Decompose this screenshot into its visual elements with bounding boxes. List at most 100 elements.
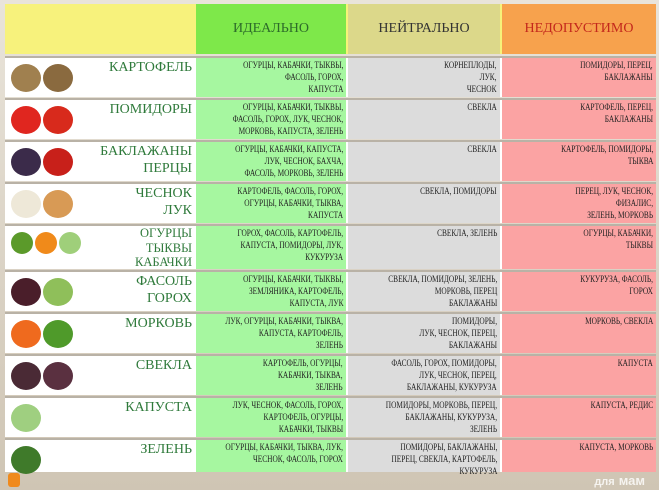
ideal-cell: ЛУК, ОГУРЦЫ, КАБАЧКИ, ТЫКВА, КАПУСТА, КА…: [196, 314, 346, 353]
forbidden-cell: КАПУСТА: [502, 356, 656, 395]
neutral-cell: СВЕКЛА, ЗЕЛЕНЬ: [348, 226, 500, 269]
neutral-text: СВЕКЛА, ЗЕЛЕНЬ: [436, 228, 497, 238]
neutral-cell: КОРНЕПЛОДЫ, ЛУК, ЧЕСНОК: [348, 58, 500, 97]
forbidden-cell: КАРТОФЕЛЬ, ПОМИДОРЫ, ТЫКВА: [502, 142, 656, 181]
vegetable-cell: ОГУРЦЫ ТЫКВЫ КАБАЧКИ: [5, 226, 196, 269]
vegetable-shape: [59, 232, 81, 254]
forbidden-cell: ПЕРЕЦ, ЛУК, ЧЕСНОК, ФИЗАЛИС, ЗЕЛЕНЬ, МОР…: [502, 184, 656, 223]
forbidden-text: МОРКОВЬ, СВЕКЛА: [584, 316, 653, 326]
neutral-text: СВЕКЛА: [467, 102, 498, 112]
forbidden-text: КАРТОФЕЛЬ, ПОМИДОРЫ, ТЫКВА: [560, 144, 653, 166]
forbidden-text: КАРТОФЕЛЬ, ПЕРЕЦ, БАКЛАЖАНЫ: [580, 102, 653, 124]
vegetable-name: КАПУСТА: [125, 400, 192, 415]
ideal-cell: ЛУК, ЧЕСНОК, ФАСОЛЬ, ГОРОХ, КАРТОФЕЛЬ, О…: [196, 398, 346, 437]
vegetable-image: [11, 148, 73, 176]
forbidden-text: ПОМИДОРЫ, ПЕРЕЦ, БАКЛАЖАНЫ: [580, 60, 653, 82]
header-forbidden: НЕДОПУСТИМО: [502, 4, 656, 54]
vegetable-cell: СВЕКЛА: [5, 356, 196, 395]
vegetable-shape: [43, 148, 73, 176]
neutral-text: КОРНЕПЛОДЫ, ЛУК, ЧЕСНОК: [444, 60, 497, 94]
vegetable-cell: ЧЕСНОК ЛУК: [5, 184, 196, 223]
vegetable-cell: КАРТОФЕЛЬ: [5, 58, 196, 97]
neutral-text: ПОМИДОРЫ, ЛУК, ЧЕСНОК, ПЕРЕЦ, БАКЛАЖАНЫ: [419, 316, 497, 350]
ideal-text: ОГУРЦЫ, КАБАЧКИ, ТЫКВЫ, ФАСОЛЬ, ГОРОХ, К…: [242, 60, 343, 94]
ideal-text: КАРТОФЕЛЬ, ФАСОЛЬ, ГОРОХ, ОГУРЦЫ, КАБАЧК…: [237, 186, 343, 220]
neutral-text: СВЕКЛА, ПОМИДОРЫ, ЗЕЛЕНЬ, МОРКОВЬ, ПЕРЕЦ…: [387, 274, 497, 308]
neutral-cell: СВЕКЛА, ПОМИДОРЫ: [348, 184, 500, 223]
table-row: ОГУРЦЫ ТЫКВЫ КАБАЧКИ ГОРОХ, ФАСОЛЬ, КАРТ…: [5, 224, 656, 269]
vegetable-shape: [43, 278, 73, 306]
compatibility-table: ИДЕАЛЬНО НЕЙТРАЛЬНО НЕДОПУСТИМО КАРТОФЕЛ…: [5, 4, 656, 476]
forbidden-cell: КАПУСТА, РЕДИС: [502, 398, 656, 437]
forbidden-cell: КАПУСТА, МОРКОВЬ: [502, 440, 656, 472]
forbidden-cell: КУКУРУЗА, ФАСОЛЬ, ГОРОХ: [502, 272, 656, 311]
vegetable-name: ЧЕСНОК ЛУК: [135, 186, 192, 218]
ideal-text: ГОРОХ, ФАСОЛЬ, КАРТОФЕЛЬ, КАПУСТА, ПОМИД…: [237, 228, 343, 262]
vegetable-name: МОРКОВЬ: [125, 316, 192, 331]
ideal-text: ОГУРЦЫ, КАБАЧКИ, ТЫКВА, ЛУК, ЧЕСНОК, ФАС…: [225, 442, 343, 464]
forbidden-text: КУКУРУЗА, ФАСОЛЬ, ГОРОХ: [580, 274, 653, 296]
vegetable-shape: [43, 362, 73, 390]
vegetable-shape: [11, 446, 41, 474]
vegetable-shape: [11, 320, 41, 348]
ideal-cell: ГОРОХ, ФАСОЛЬ, КАРТОФЕЛЬ, КАПУСТА, ПОМИД…: [196, 226, 346, 269]
vegetable-image: [11, 362, 73, 390]
neutral-text: ПОМИДОРЫ, БАКЛАЖАНЫ, ПЕРЕЦ, СВЕКЛА, КАРТ…: [391, 442, 497, 476]
table-row: КАРТОФЕЛЬ ОГУРЦЫ, КАБАЧКИ, ТЫКВЫ, ФАСОЛЬ…: [5, 56, 656, 97]
vegetable-shape: [11, 64, 41, 92]
table-row: ФАСОЛЬ ГОРОХ ОГУРЦЫ, КАБАЧКИ, ТЫКВЫ, ЗЕМ…: [5, 270, 656, 311]
vegetable-shape: [11, 278, 41, 306]
vegetable-name: ФАСОЛЬ ГОРОХ: [136, 274, 192, 306]
header-neutral: НЕЙТРАЛЬНО: [348, 4, 500, 54]
forbidden-cell: МОРКОВЬ, СВЕКЛА: [502, 314, 656, 353]
neutral-cell: ПОМИДОРЫ, МОРКОВЬ, ПЕРЕЦ, БАКЛАЖАНЫ, КУК…: [348, 398, 500, 437]
forbidden-text: ПЕРЕЦ, ЛУК, ЧЕСНОК, ФИЗАЛИС, ЗЕЛЕНЬ, МОР…: [575, 186, 653, 220]
vegetable-image: [11, 64, 73, 92]
vegetable-name: ОГУРЦЫ ТЫКВЫ КАБАЧКИ: [135, 226, 192, 269]
table-header: ИДЕАЛЬНО НЕЙТРАЛЬНО НЕДОПУСТИМО: [5, 4, 656, 54]
thumbs-up-icon[interactable]: [8, 473, 20, 487]
ideal-text: КАРТОФЕЛЬ, ОГУРЦЫ, КАБАЧКИ, ТЫКВА, ЗЕЛЕН…: [263, 358, 343, 392]
vegetable-cell: ПОМИДОРЫ: [5, 100, 196, 139]
table-row: ПОМИДОРЫ ОГУРЦЫ, КАБАЧКИ, ТЫКВЫ, ФАСОЛЬ,…: [5, 98, 656, 139]
ideal-text: ЛУК, ЧЕСНОК, ФАСОЛЬ, ГОРОХ, КАРТОФЕЛЬ, О…: [232, 400, 343, 434]
vegetable-shape: [11, 232, 33, 254]
vegetable-image: [11, 278, 73, 306]
vegetable-cell: ФАСОЛЬ ГОРОХ: [5, 272, 196, 311]
vegetable-image: [11, 320, 73, 348]
vegetable-name: ЗЕЛЕНЬ: [140, 442, 192, 457]
header-blank: [5, 4, 196, 54]
ideal-cell: КАРТОФЕЛЬ, ФАСОЛЬ, ГОРОХ, ОГУРЦЫ, КАБАЧК…: [196, 184, 346, 223]
forbidden-text: КАПУСТА: [617, 358, 653, 368]
vegetable-shape: [43, 64, 73, 92]
vegetable-shape: [11, 148, 41, 176]
vegetable-image: [11, 232, 81, 254]
table-row: КАПУСТА ЛУК, ЧЕСНОК, ФАСОЛЬ, ГОРОХ, КАРТ…: [5, 396, 656, 437]
neutral-text: ФАСОЛЬ, ГОРОХ, ПОМИДОРЫ, ЛУК, ЧЕСНОК, ПЕ…: [391, 358, 497, 392]
forbidden-text: КАПУСТА, МОРКОВЬ: [579, 442, 653, 452]
ideal-cell: ОГУРЦЫ, КАБАЧКИ, ТЫКВЫ, ФАСОЛЬ, ГОРОХ, Л…: [196, 100, 346, 139]
watermark: для мам: [594, 473, 645, 490]
neutral-cell: ПОМИДОРЫ, БАКЛАЖАНЫ, ПЕРЕЦ, СВЕКЛА, КАРТ…: [348, 440, 500, 476]
ideal-cell: ОГУРЦЫ, КАБАЧКИ, ТЫКВА, ЛУК, ЧЕСНОК, ФАС…: [196, 440, 346, 472]
vegetable-cell: МОРКОВЬ: [5, 314, 196, 353]
forbidden-text: КАПУСТА, РЕДИС: [590, 400, 653, 410]
table-row: МОРКОВЬ ЛУК, ОГУРЦЫ, КАБАЧКИ, ТЫКВА, КАП…: [5, 312, 656, 353]
vegetable-image: [11, 190, 73, 218]
vegetable-shape: [35, 232, 57, 254]
table-row: ЗЕЛЕНЬ ОГУРЦЫ, КАБАЧКИ, ТЫКВА, ЛУК, ЧЕСН…: [5, 438, 656, 476]
neutral-cell: СВЕКЛА: [348, 142, 500, 181]
neutral-text: ПОМИДОРЫ, МОРКОВЬ, ПЕРЕЦ, БАКЛАЖАНЫ, КУК…: [385, 400, 497, 434]
neutral-cell: ФАСОЛЬ, ГОРОХ, ПОМИДОРЫ, ЛУК, ЧЕСНОК, ПЕ…: [348, 356, 500, 395]
forbidden-cell: КАРТОФЕЛЬ, ПЕРЕЦ, БАКЛАЖАНЫ: [502, 100, 656, 139]
table-row: ЧЕСНОК ЛУК КАРТОФЕЛЬ, ФАСОЛЬ, ГОРОХ, ОГУ…: [5, 182, 656, 223]
vegetable-shape: [11, 190, 41, 218]
ideal-text: ЛУК, ОГУРЦЫ, КАБАЧКИ, ТЫКВА, КАПУСТА, КА…: [225, 316, 343, 350]
ideal-cell: ОГУРЦЫ, КАБАЧКИ, ТЫКВЫ, ФАСОЛЬ, ГОРОХ, К…: [196, 58, 346, 97]
vegetable-name: СВЕКЛА: [135, 358, 192, 373]
neutral-text: СВЕКЛА: [467, 144, 498, 154]
ideal-cell: ОГУРЦЫ, КАБАЧКИ, КАПУСТА, ЛУК, ЧЕСНОК, Б…: [196, 142, 346, 181]
vegetable-cell: БАКЛАЖАНЫ ПЕРЦЫ: [5, 142, 196, 181]
ideal-cell: КАРТОФЕЛЬ, ОГУРЦЫ, КАБАЧКИ, ТЫКВА, ЗЕЛЕН…: [196, 356, 346, 395]
forbidden-text: ОГУРЦЫ, КАБАЧКИ, ТЫКВЫ: [583, 228, 653, 250]
